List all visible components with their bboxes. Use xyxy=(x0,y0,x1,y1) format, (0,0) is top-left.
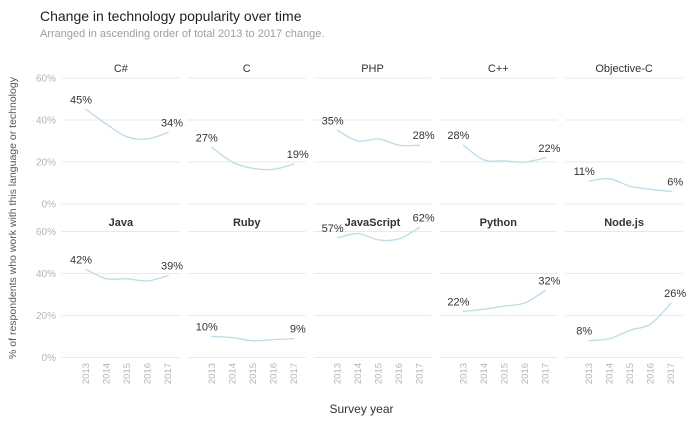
x-tick-label: 2017 xyxy=(163,363,174,384)
trend-line xyxy=(588,302,672,342)
x-axis-title: Survey year xyxy=(329,402,394,416)
y-tick-label: 40% xyxy=(36,116,56,127)
x-tick-label: 2015 xyxy=(625,363,636,384)
end-value-label: 6% xyxy=(667,176,683,188)
trend-line xyxy=(85,108,169,140)
end-value-label: 32% xyxy=(538,275,560,287)
x-tick-label: 2014 xyxy=(605,363,616,384)
facet-title: Ruby xyxy=(233,217,261,229)
x-tick-label: 2013 xyxy=(458,363,469,384)
end-value-label: 34% xyxy=(161,118,183,130)
start-value-label: 11% xyxy=(574,166,595,178)
x-tick-label: 2014 xyxy=(353,363,364,384)
start-value-label: 22% xyxy=(447,296,469,308)
start-value-label: 45% xyxy=(70,95,92,107)
start-value-label: 42% xyxy=(70,254,92,266)
facet-title: C xyxy=(243,63,251,75)
trend-line xyxy=(85,268,169,282)
x-tick-label: 2014 xyxy=(102,363,113,384)
y-tick-label: 60% xyxy=(36,74,56,85)
x-tick-label: 2016 xyxy=(520,363,531,384)
end-value-label: 19% xyxy=(287,149,309,161)
facet-title: PHP xyxy=(361,63,384,75)
facet-title: Python xyxy=(480,217,518,229)
facet-title: Java xyxy=(109,217,134,229)
y-tick-label: 40% xyxy=(36,269,56,280)
x-tick-label: 2015 xyxy=(499,363,510,384)
x-tick-label: 2017 xyxy=(289,363,300,384)
x-tick-label: 2015 xyxy=(248,363,259,384)
start-value-label: 57% xyxy=(322,223,344,235)
start-value-label: 28% xyxy=(447,130,469,142)
x-tick-label: 2013 xyxy=(207,363,218,384)
facet-title: Node.js xyxy=(604,217,644,229)
trend-line xyxy=(336,226,421,242)
facet-title: C++ xyxy=(488,63,509,75)
x-tick-label: 2016 xyxy=(268,363,279,384)
end-value-label: 22% xyxy=(538,143,560,155)
x-tick-label: 2016 xyxy=(143,363,154,384)
x-tick-label: 2015 xyxy=(374,363,385,384)
x-tick-label: 2013 xyxy=(584,363,595,384)
start-value-label: 35% xyxy=(322,116,344,128)
start-value-label: 8% xyxy=(576,326,592,338)
end-value-label: 62% xyxy=(413,212,435,224)
x-tick-label: 2017 xyxy=(666,363,677,384)
x-tick-label: 2016 xyxy=(646,363,657,384)
x-tick-label: 2013 xyxy=(333,363,344,384)
chart-title: Change in technology popularity over tim… xyxy=(40,8,302,24)
facet-title: Objective-C xyxy=(595,63,653,75)
y-tick-label: 20% xyxy=(36,158,56,169)
end-value-label: 9% xyxy=(290,324,306,336)
trend-line xyxy=(211,335,295,342)
chart-subtitle: Arranged in ascending order of total 201… xyxy=(40,28,325,40)
facet-title: JavaScript xyxy=(345,217,401,229)
y-tick-label: 0% xyxy=(42,200,57,211)
end-value-label: 26% xyxy=(664,288,686,300)
y-tick-label: 0% xyxy=(42,353,57,364)
trend-line xyxy=(462,144,547,163)
trend-line xyxy=(211,146,295,171)
end-value-label: 28% xyxy=(413,130,435,142)
facet-title: C# xyxy=(114,63,129,75)
trend-line xyxy=(588,177,672,193)
x-tick-label: 2016 xyxy=(394,363,405,384)
trend-line xyxy=(462,289,547,312)
start-value-label: 10% xyxy=(196,322,218,334)
x-tick-label: 2014 xyxy=(479,363,490,384)
x-tick-label: 2015 xyxy=(122,363,133,384)
y-tick-label: 60% xyxy=(36,227,56,238)
x-tick-label: 2014 xyxy=(227,363,238,384)
start-value-label: 27% xyxy=(196,132,218,144)
trend-line xyxy=(336,129,421,147)
y-tick-label: 20% xyxy=(36,311,56,322)
end-value-label: 39% xyxy=(161,261,183,273)
x-tick-label: 2017 xyxy=(540,363,551,384)
x-tick-label: 2017 xyxy=(415,363,426,384)
x-tick-label: 2013 xyxy=(81,363,92,384)
